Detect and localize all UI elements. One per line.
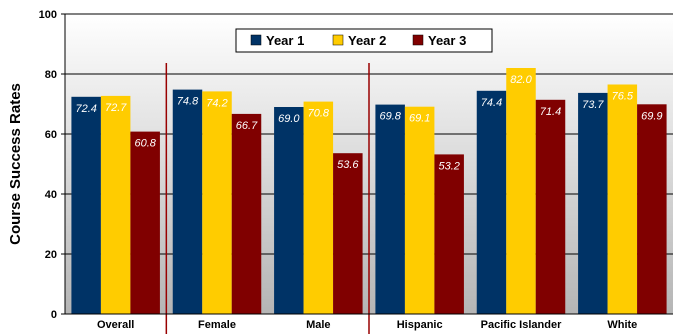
data-labels: 72.4 72.7 60.8 74.8 74.2 66.7 69.0 70.8 53.6 69.8…	[75, 74, 662, 172]
data-label: 69.8	[379, 111, 401, 123]
data-label: 82.0	[510, 74, 532, 86]
y-tick-label: 40	[45, 189, 57, 201]
data-label: 66.7	[236, 120, 258, 132]
bar	[637, 104, 667, 314]
bar	[578, 92, 608, 315]
data-label: 76.5	[612, 91, 634, 103]
data-label: 71.4	[540, 106, 561, 118]
y-tick-label: 20	[45, 249, 57, 261]
legend-box	[235, 28, 493, 53]
y-tick-label: 60	[45, 129, 57, 141]
x-tick-label: Male	[306, 319, 330, 331]
x-tick-label: Female	[198, 319, 236, 331]
y-tick-label: 80	[45, 69, 57, 81]
legend-swatch	[332, 34, 344, 46]
x-tick-label: Pacific Islander	[481, 319, 562, 331]
bar	[100, 95, 131, 315]
x-tick-label: Overall	[97, 319, 134, 331]
bar	[202, 91, 232, 315]
y-tick-label: 0	[51, 309, 57, 321]
bar	[506, 68, 536, 314]
bar	[333, 153, 363, 314]
y-tick-label: 100	[39, 9, 57, 21]
bars	[71, 68, 667, 315]
group-separators	[165, 63, 370, 334]
data-label: 69.1	[409, 113, 430, 125]
bar	[476, 90, 507, 314]
data-label: 70.8	[308, 108, 330, 120]
x-tick-label: White	[607, 319, 637, 331]
legend: Year 1 Year 2 Year 3	[235, 28, 493, 53]
legend-swatch	[250, 34, 262, 46]
bar	[172, 89, 203, 314]
x-axis-labels: Overall Female Male Hispanic Pacific Islande…	[97, 319, 637, 331]
legend-entry: Year 1	[266, 33, 304, 48]
legend-entry: Year 2	[348, 33, 386, 48]
legend-entry: Year 3	[428, 33, 466, 48]
data-label: 73.7	[582, 99, 604, 111]
bar	[303, 101, 334, 314]
bar	[535, 99, 566, 314]
legend-swatch	[412, 34, 424, 46]
bar	[434, 154, 464, 314]
data-label: 53.2	[438, 160, 459, 172]
y-axis-ticks: 0 20 40 60 80 100	[39, 9, 65, 321]
bar	[71, 96, 101, 314]
bar	[375, 104, 405, 314]
data-label: 72.7	[105, 102, 127, 114]
data-label: 74.2	[206, 97, 227, 109]
data-label: 72.4	[75, 103, 96, 115]
bar	[274, 107, 304, 314]
bar	[404, 106, 435, 314]
bar	[231, 113, 262, 315]
data-label: 74.4	[481, 97, 502, 109]
y-axis-label: Course Success Rates	[7, 83, 24, 245]
data-label: 60.8	[134, 138, 156, 150]
bar	[130, 131, 160, 314]
data-label: 74.8	[177, 96, 199, 108]
bar	[607, 84, 638, 314]
data-label: 69.9	[641, 110, 662, 122]
x-tick-label: Hispanic	[397, 319, 443, 331]
data-label: 69.0	[278, 113, 300, 125]
data-label: 53.6	[337, 159, 359, 171]
